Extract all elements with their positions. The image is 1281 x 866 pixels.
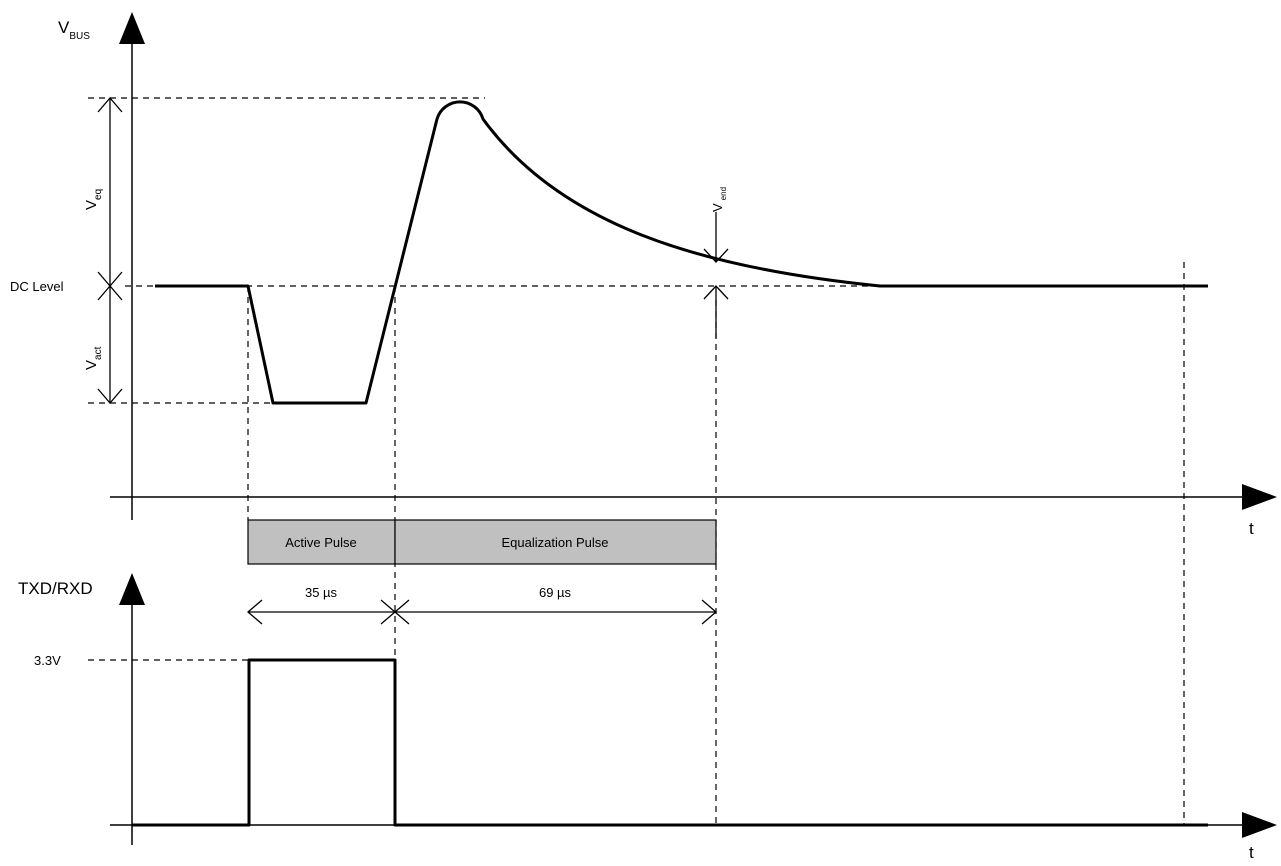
vbus-x-axis-arrowhead (1242, 484, 1277, 510)
vbus-x-label: t (1249, 519, 1254, 538)
equalization-duration-left-arrow (394, 599, 410, 625)
equalization-duration-label: 69 µs (539, 585, 572, 600)
equalization-pulse-label: Equalization Pulse (502, 535, 609, 550)
txd-y-axis-arrowhead (119, 573, 145, 605)
vbus-waveform (155, 100, 1208, 405)
txd-waveform (132, 658, 1208, 827)
equalization-pulse-box (394, 519, 717, 565)
dc-level-label: DC Level (10, 279, 64, 294)
txd-y-label: TXD/RXD (18, 579, 93, 598)
txd-x-axis-arrowhead (1242, 812, 1277, 838)
vact-top-arrow (97, 285, 123, 301)
txd-x-label: t (1249, 843, 1254, 861)
veq-top-arrow (97, 97, 123, 113)
veq-label: Veq (83, 189, 104, 210)
vbus-y-axis-arrowhead (119, 12, 145, 44)
active-duration-left-arrow (247, 599, 263, 625)
vbus-y-label: VBUS (58, 18, 90, 42)
vend-label: Vend (710, 187, 728, 212)
active-duration-label: 35 µs (305, 585, 338, 600)
equalization-duration-right-arrow (701, 599, 717, 625)
vact-label: Vact (83, 346, 104, 370)
vend-lower-arrow (703, 285, 729, 300)
vend-upper-arrow (703, 248, 729, 263)
active-pulse-box (247, 519, 396, 565)
vact-bottom-arrow (97, 388, 123, 404)
active-pulse-label: Active Pulse (285, 535, 357, 550)
high-level-label: 3.3V (34, 653, 61, 668)
